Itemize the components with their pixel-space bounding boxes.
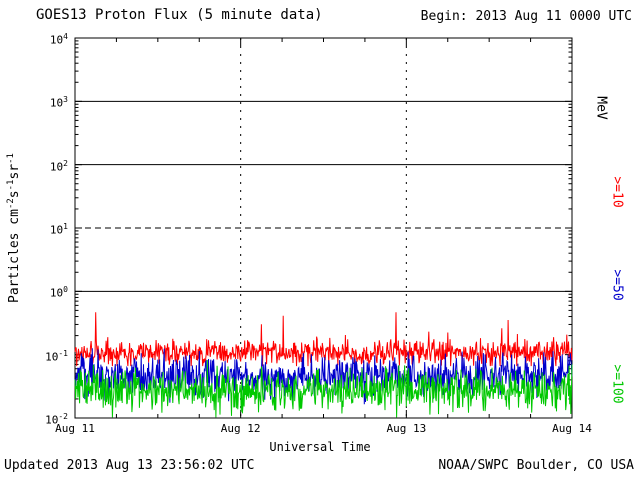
y-tick-label: 103 [49,95,68,110]
series-line-50 [74,348,573,405]
updated-timestamp: Updated 2013 Aug 13 23:56:02 UTC [4,458,255,473]
legend-ge100: >=100 [609,364,625,404]
begin-timestamp: Begin: 2013 Aug 11 0000 UTC [420,9,632,24]
x-tick-label: Aug 13 [386,422,427,435]
x-tick-label: Aug 11 [55,422,95,435]
y-tick-label: 10-2 [45,412,68,427]
y-tick-label: 100 [49,285,68,300]
series-line-10 [74,312,573,367]
y-tick-label: 102 [49,158,68,174]
legend-ge10: >=10 [609,176,625,208]
legend-ge50: >=50 [609,269,625,301]
series-line-100 [74,359,573,418]
y-tick-label: 10-1 [45,348,68,364]
y-axis-label: Particles cm-2s-1sr-1 [5,153,23,303]
plot-border [74,37,573,419]
chart-title: GOES13 Proton Flux (5 minute data) [36,7,323,23]
source-label: NOAA/SWPC Boulder, CO USA [438,458,634,473]
mev-axis-label: MeV [593,96,609,120]
y-tick-label: 101 [49,222,68,237]
y-tick-label: 104 [49,32,68,47]
x-axis-label: Universal Time [269,440,371,454]
x-tick-label: Aug 12 [220,422,261,435]
x-tick-label: Aug 14 [552,422,592,435]
